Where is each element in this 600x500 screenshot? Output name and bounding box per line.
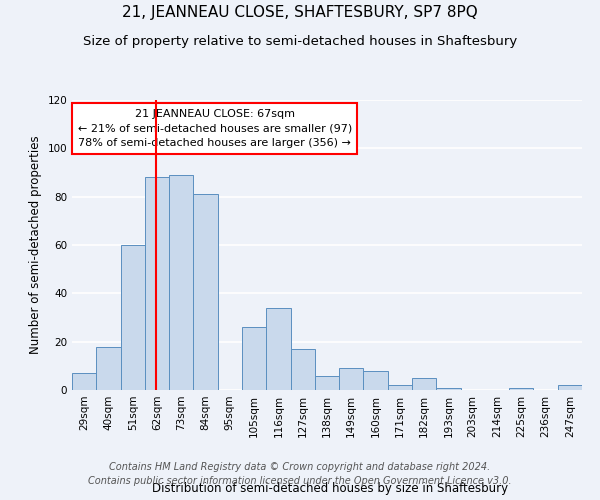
Bar xyxy=(145,178,169,390)
Bar xyxy=(315,376,339,390)
Bar xyxy=(242,327,266,390)
Bar xyxy=(558,385,582,390)
Bar xyxy=(121,245,145,390)
Bar xyxy=(266,308,290,390)
Bar xyxy=(72,373,96,390)
Bar xyxy=(339,368,364,390)
Text: 21 JEANNEAU CLOSE: 67sqm
← 21% of semi-detached houses are smaller (97)
78% of s: 21 JEANNEAU CLOSE: 67sqm ← 21% of semi-d… xyxy=(77,108,352,148)
Bar xyxy=(96,346,121,390)
Bar xyxy=(436,388,461,390)
Bar xyxy=(169,175,193,390)
Bar xyxy=(290,349,315,390)
Bar xyxy=(412,378,436,390)
Text: 21, JEANNEAU CLOSE, SHAFTESBURY, SP7 8PQ: 21, JEANNEAU CLOSE, SHAFTESBURY, SP7 8PQ xyxy=(122,5,478,20)
Y-axis label: Number of semi-detached properties: Number of semi-detached properties xyxy=(29,136,42,354)
Bar xyxy=(193,194,218,390)
Text: Size of property relative to semi-detached houses in Shaftesbury: Size of property relative to semi-detach… xyxy=(83,35,517,48)
Text: Distribution of semi-detached houses by size in Shaftesbury: Distribution of semi-detached houses by … xyxy=(152,482,508,495)
Bar xyxy=(388,385,412,390)
Bar xyxy=(364,370,388,390)
Bar xyxy=(509,388,533,390)
Text: Contains HM Land Registry data © Crown copyright and database right 2024.
Contai: Contains HM Land Registry data © Crown c… xyxy=(88,462,512,486)
